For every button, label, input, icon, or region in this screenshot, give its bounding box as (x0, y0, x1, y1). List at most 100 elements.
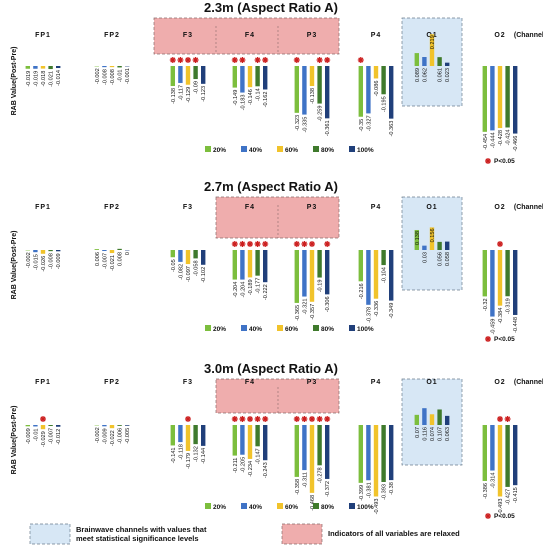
significance-marker (293, 241, 300, 247)
value-label: -0.365 (295, 305, 301, 321)
bar (437, 409, 442, 425)
value-label: -0.058 (194, 260, 200, 276)
channel-label: FP2 (104, 32, 120, 39)
value-label: -0.38 (389, 482, 395, 495)
value-label: -0.097 (186, 266, 192, 282)
relaxed-box (215, 378, 340, 414)
footer-significant-line: Brainwave channels with values that (76, 525, 207, 534)
value-label: 0.061 (438, 68, 444, 82)
value-label: 0 (125, 252, 131, 255)
marker-stroke (497, 241, 503, 247)
marker-stroke (247, 416, 253, 422)
significance-marker (169, 57, 176, 63)
value-label: -0.177 (256, 278, 262, 294)
bar (178, 250, 183, 262)
legend-label: 40% (249, 504, 262, 511)
significance-legend-marker (485, 336, 491, 342)
significance-marker (316, 416, 323, 422)
legend-label: 100% (357, 504, 374, 511)
channel-label: F4 (245, 379, 255, 386)
value-label: -0.424 (506, 129, 512, 145)
bar (56, 425, 61, 427)
marker-stroke (239, 241, 245, 247)
value-label: -0.454 (483, 134, 489, 150)
relaxed-box (215, 196, 340, 239)
bar (358, 425, 363, 483)
bar (117, 425, 122, 426)
bar (309, 66, 315, 87)
significance-marker (324, 241, 331, 247)
value-label: -0.002 (26, 252, 32, 268)
bar (482, 250, 487, 297)
bar (358, 66, 363, 117)
value-label: -0.363 (389, 121, 395, 137)
value-label: -0.132 (194, 446, 200, 462)
marker-stroke (247, 241, 253, 247)
value-label: -0.357 (310, 304, 316, 320)
value-label: -0.015 (33, 254, 39, 270)
significance-marker (247, 416, 253, 422)
value-label: -0.138 (171, 88, 177, 104)
significance-marker (239, 241, 246, 247)
bar (366, 250, 371, 305)
bar (102, 66, 107, 68)
marker-stroke (40, 416, 46, 422)
bar (325, 66, 330, 119)
bar (232, 250, 237, 280)
bar (40, 66, 46, 69)
value-label: -0.335 (302, 117, 308, 133)
bar (445, 241, 450, 250)
bar (109, 250, 115, 254)
channel-axis-note: (Channel) (514, 379, 543, 386)
y-axis-label: RAB Value(Post-Pre) (11, 231, 18, 300)
channel-label: F3 (183, 32, 193, 39)
bar (240, 250, 245, 280)
marker-stroke (294, 241, 300, 247)
bar (255, 66, 260, 87)
value-label: 0.063 (445, 427, 451, 441)
bar (294, 66, 299, 113)
bar (102, 425, 107, 427)
bar (94, 249, 99, 250)
value-label: -0.009 (56, 253, 62, 269)
value-label: -0.384 (498, 308, 504, 324)
bar (125, 425, 130, 426)
significance-marker (231, 241, 238, 247)
value-label: -0.216 (359, 283, 365, 299)
bar (505, 66, 510, 128)
value-label: -0.086 (374, 80, 380, 96)
value-label: -0.123 (201, 86, 207, 102)
bar (490, 250, 495, 317)
value-label: -0.129 (186, 87, 192, 103)
marker-stroke (239, 57, 245, 63)
value-label: -0.005 (125, 428, 131, 444)
channel-label: FP2 (104, 204, 120, 211)
y-axis-label: RAB Value(Post-Pre) (11, 47, 18, 116)
bar (33, 250, 38, 253)
significance-marker (324, 57, 331, 63)
marker-stroke (177, 57, 183, 63)
legend-label: 60% (285, 504, 298, 511)
value-label: -0.378 (366, 307, 372, 323)
marker-stroke (262, 57, 268, 63)
channel-label: F3 (183, 204, 193, 211)
value-label: -0.01 (33, 428, 39, 441)
marker-stroke (324, 416, 330, 422)
marker-stroke (185, 57, 191, 63)
significance-legend-marker (485, 158, 491, 164)
significance-marker (316, 57, 323, 63)
channel-axis-note: (Channel) (514, 32, 543, 39)
value-label: -0.144 (201, 448, 207, 464)
value-label: 0.156 (430, 228, 436, 242)
bar (325, 425, 330, 479)
value-label: -0.234 (248, 461, 254, 477)
channel-label: O1 (426, 379, 437, 386)
legend-swatch (277, 325, 283, 331)
significance-marker (231, 416, 238, 422)
value-label: -0.321 (302, 299, 308, 315)
legend-label: 80% (321, 326, 334, 333)
value-label: -0.021 (110, 255, 116, 271)
value-label: -0.008 (110, 69, 116, 85)
